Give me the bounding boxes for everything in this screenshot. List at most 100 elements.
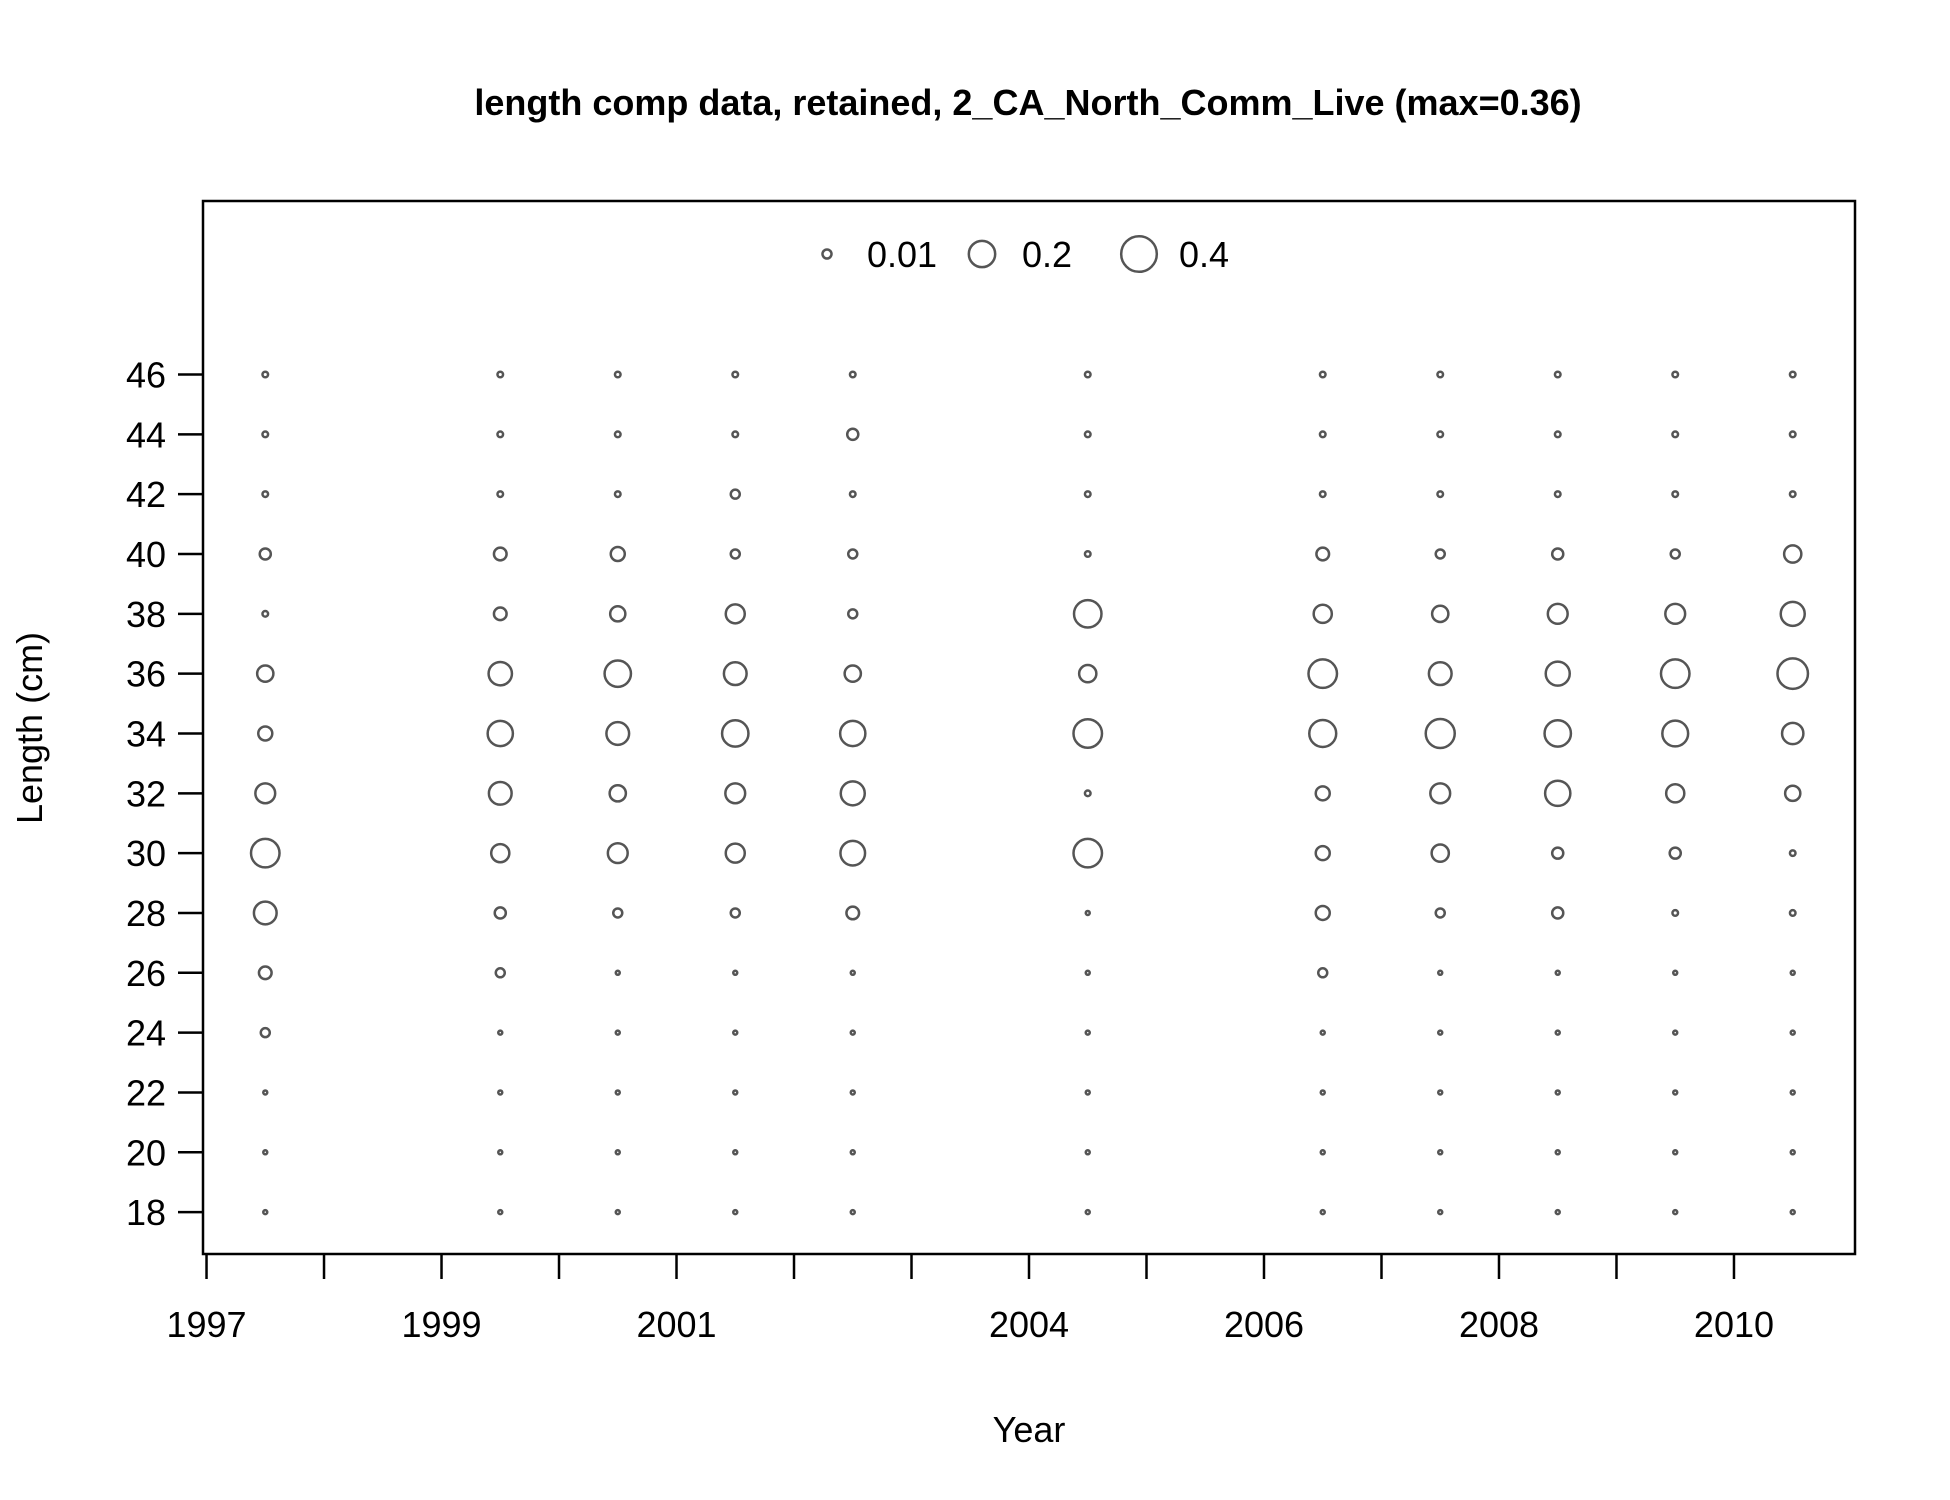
- bubble-point: [1308, 718, 1338, 749]
- bubble-point: [255, 664, 275, 684]
- bubble-point: [1083, 549, 1092, 559]
- bubble-point: [732, 1208, 739, 1216]
- bubble-point: [1550, 547, 1565, 561]
- x-tick-label: 2001: [636, 1304, 716, 1345]
- bubble-point: [1314, 844, 1331, 862]
- bubble-point: [1436, 1208, 1444, 1216]
- bubble-point: [494, 967, 507, 979]
- bubble-point: [839, 839, 867, 867]
- bubble-point: [849, 1149, 857, 1156]
- bubble-point: [1789, 1149, 1796, 1156]
- bubble-point: [1553, 490, 1562, 499]
- bubble-point: [614, 1089, 622, 1096]
- bubble-point: [1543, 779, 1572, 808]
- legend-bubble: [967, 239, 997, 269]
- legend-label: 0.4: [1179, 234, 1229, 275]
- bubble-point: [1554, 1089, 1561, 1096]
- bubble-point: [254, 782, 277, 805]
- bubble-point: [1084, 909, 1091, 917]
- bubble-point: [1671, 1208, 1679, 1216]
- bubble-point: [1319, 1029, 1326, 1036]
- bubble-point: [1307, 658, 1339, 690]
- bubble-point: [486, 719, 515, 748]
- bubble-point: [608, 604, 627, 623]
- bubble-point: [261, 370, 270, 379]
- bubble-point: [1083, 370, 1092, 379]
- bubble-point: [732, 969, 739, 977]
- bubble-point: [1436, 490, 1445, 499]
- bubble-point: [497, 1149, 504, 1156]
- bubble-point: [1544, 660, 1571, 687]
- bubble-point: [496, 430, 505, 439]
- bubble-point: [613, 430, 622, 439]
- bubble-point: [720, 719, 750, 748]
- y-tick-label: 26: [126, 953, 166, 994]
- bubble-point: [1314, 904, 1331, 922]
- y-tick-label: 22: [126, 1072, 166, 1113]
- legend-label: 0.01: [867, 234, 937, 275]
- bubble-point: [1072, 717, 1104, 749]
- bubble-point: [603, 659, 633, 689]
- bubble-point: [731, 430, 740, 439]
- bubble-point: [261, 609, 270, 618]
- bubble-point: [1788, 490, 1797, 499]
- bubble-point: [1436, 1149, 1444, 1156]
- bubble-point: [848, 370, 857, 379]
- bubble-point: [497, 1208, 504, 1216]
- bubble-point: [1314, 785, 1331, 802]
- bubble-point: [257, 965, 273, 981]
- bubble-point: [1788, 370, 1797, 379]
- bubble-point: [612, 907, 624, 919]
- bubble-point: [1789, 969, 1796, 977]
- bubble-point: [845, 427, 860, 442]
- bubble-point: [249, 837, 281, 869]
- bubble-point: [1788, 849, 1797, 858]
- bubble-point: [1083, 490, 1092, 499]
- bubble-point: [1436, 1089, 1444, 1096]
- x-tick-label: 1997: [166, 1304, 246, 1345]
- y-tick-label: 20: [126, 1132, 166, 1173]
- bubble-point: [1084, 969, 1091, 977]
- bubble-point: [1427, 661, 1453, 687]
- bubble-point: [1554, 969, 1561, 977]
- bubble-series: [249, 370, 1810, 1216]
- bubble-point: [1434, 907, 1446, 919]
- bubble-point: [722, 661, 748, 687]
- x-axis: 1997 1999 2001 2004 2006 2008 2010: [166, 1254, 1774, 1345]
- bubble-point: [1789, 1029, 1796, 1036]
- legend-bubble: [1119, 234, 1159, 274]
- y-tick-label: 44: [126, 414, 166, 455]
- bubble-point: [606, 841, 629, 865]
- x-tick-label: 2008: [1459, 1304, 1539, 1345]
- bubble-point: [1077, 663, 1098, 684]
- plot-area: [201, 199, 1857, 1256]
- bubble-point: [493, 906, 508, 920]
- bubble-point: [1084, 1089, 1091, 1096]
- legend: 0.01 0.2 0.4: [821, 234, 1229, 275]
- bubble-point: [1436, 1029, 1444, 1036]
- bubble-point: [1664, 602, 1687, 625]
- bubble-point: [487, 660, 514, 687]
- bubble-point: [1436, 370, 1445, 379]
- bubble-point: [1436, 969, 1444, 977]
- bubble-point: [849, 969, 857, 977]
- bubble-point: [1436, 430, 1445, 439]
- bubble-point: [1318, 370, 1327, 379]
- bubble-point: [1319, 1149, 1326, 1156]
- bubble-point: [614, 1029, 622, 1036]
- bubble-point: [1780, 721, 1805, 746]
- bubble-point: [1671, 490, 1680, 499]
- x-tick-label: 2004: [989, 1304, 1069, 1345]
- bubble-point: [492, 546, 508, 562]
- bubble-point: [1669, 548, 1681, 560]
- bubble-point: [1319, 1208, 1326, 1216]
- bubble-point: [1430, 843, 1451, 864]
- y-tick-label: 18: [126, 1192, 166, 1233]
- bubble-point: [1782, 544, 1803, 564]
- y-axis-label: Length (cm): [9, 632, 50, 824]
- bubble-point: [1543, 719, 1573, 748]
- legend-bubble: [821, 248, 833, 260]
- bubble-point: [849, 1089, 857, 1096]
- bubble-point: [724, 603, 747, 625]
